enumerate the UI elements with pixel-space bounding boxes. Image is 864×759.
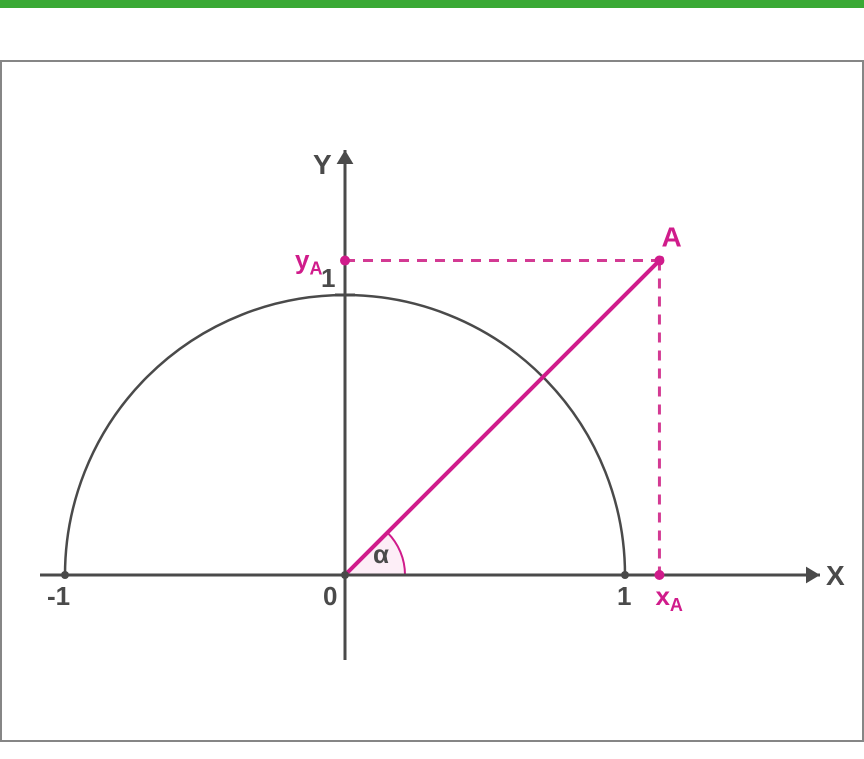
xA-dot [654,570,664,580]
x-axis-arrow [806,567,820,584]
origin-dot [341,571,349,579]
tick-1-x-dot [621,571,629,579]
tick-neg1-x-dot [61,571,69,579]
label-yA: yA [295,245,322,279]
label-0: 0 [323,581,337,611]
yA-dot [340,256,350,266]
label-neg1-x: -1 [47,581,70,611]
label-alpha: α [373,539,389,569]
label-1-x: 1 [617,581,631,611]
label-X: X [826,560,845,591]
trig-diagram: X Y 0 1 -1 1 α AyA xA [0,0,864,759]
point-A [654,256,664,266]
label-1-y: 1 [321,263,335,293]
label-xA: xA [655,581,682,615]
label-A: A [661,222,681,253]
y-axis-arrow [337,150,354,164]
diagram-svg: X Y 0 1 -1 1 α AyA xA [0,0,864,754]
label-Y: Y [313,149,332,180]
ray-OA [345,258,662,575]
